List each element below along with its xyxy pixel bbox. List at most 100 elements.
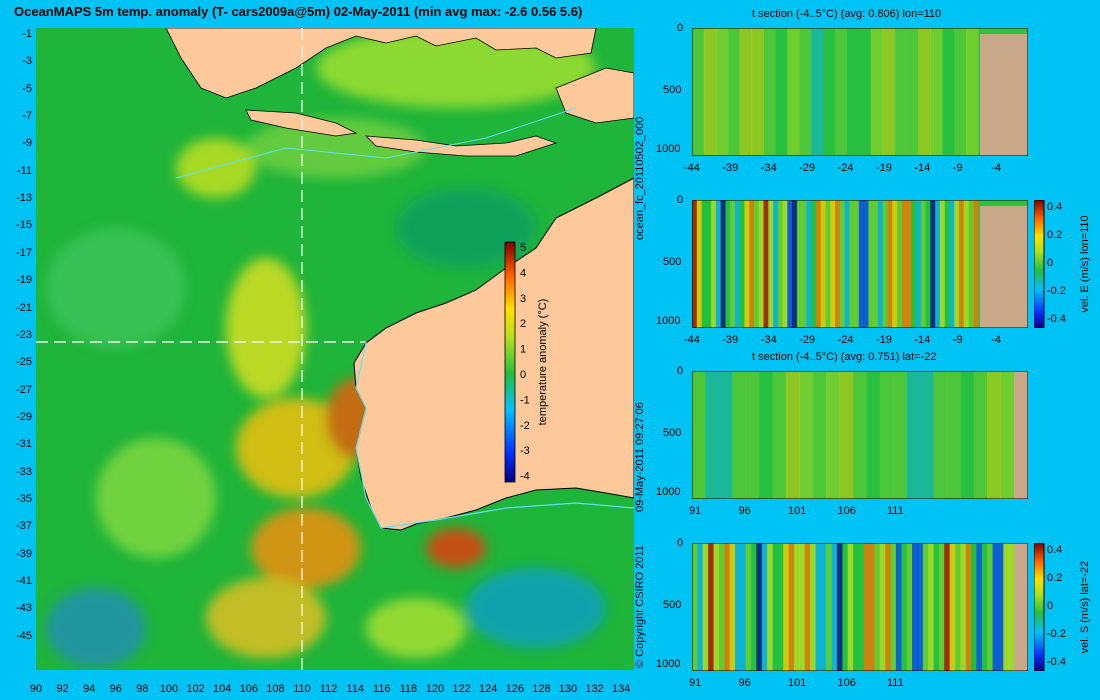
section-stripe [729,543,736,671]
section-stripe [702,543,709,671]
section-stripe [815,543,822,671]
section-stripe [796,200,803,328]
lon-tick-label: 100 [159,683,179,695]
lon-tick-label: 96 [109,683,122,695]
section-stripe [740,543,747,671]
colorbar-tick-label: -3 [520,445,530,457]
section-stripe [854,200,860,328]
section-stripe [928,543,934,671]
sulawesi-land [555,67,634,124]
section-stripe [787,28,800,156]
section-stripe [933,371,948,499]
lat-tick-label: -41 [16,575,32,587]
panel-x-tick: -24 [837,334,854,346]
section-stripe [745,543,752,671]
velocity-colorbar-tick: -0.2 [1047,285,1066,297]
panel-x-tick: -19 [876,334,892,346]
section-stripe [906,28,919,156]
section-stripe [692,371,706,499]
section-stripe [920,200,927,328]
section-stripe [792,200,798,328]
section-stripe [768,200,774,328]
section-land [980,206,1028,328]
lon-tick-label: 126 [505,683,524,695]
section-stripe [705,371,720,499]
section-stripe [944,200,950,328]
section-stripe [734,543,741,671]
section-stripe [863,200,869,328]
velocity-colorbar-tick: 0 [1047,257,1053,269]
panel-x-tick: -4 [991,162,1001,174]
section-stripe [692,28,705,156]
section-stripe [749,200,755,328]
bathymetry-contour [355,342,634,529]
section-stripe [942,28,955,156]
section-stripe [775,28,788,156]
section-stripe [930,28,943,156]
section-stripe [960,371,975,499]
panel-x-tick: 96 [738,505,751,517]
velocity-colorbar: 0.4 0.2 0 -0.2 -0.4 vel. E (m/s) lon=110 [1034,200,1091,328]
velocity-colorbar-label: vel. S (m/s) lat=-22 [1079,561,1091,654]
lat-tick-label: -35 [16,492,32,505]
section-stripe [901,543,908,671]
panel-x-tick: -19 [876,162,892,174]
lon-tick-label: 98 [136,683,149,695]
section-stripe [844,200,850,328]
lon-tick-label: 106 [239,683,258,695]
section-panel [692,28,1028,156]
section-stripe [976,543,983,671]
panel-x-tick: -44 [684,334,700,346]
lon-tick-label: 132 [585,683,604,695]
panel-x-tick: -34 [760,334,777,346]
section-stripe [925,200,931,328]
lat-tick-label: -29 [16,410,32,423]
section-stripe [787,200,793,328]
section-stripe [730,200,736,328]
panel-x-tick: -29 [799,162,816,174]
section-stripe [920,371,934,499]
panel-y-tick: 500 [663,256,682,268]
section-stripe [869,543,875,671]
section-stripe [839,371,854,499]
section-stripe [971,543,977,671]
section-stripe [718,543,725,671]
panel-y-tick: 1000 [656,315,681,327]
section-land [1014,371,1028,499]
panel-y-tick: 1000 [656,658,681,670]
section-stripe [939,200,946,328]
section-stripe [763,28,776,156]
panel-x-tick: -9 [952,162,963,174]
section-stripe [892,200,898,328]
section-stripe [692,200,698,328]
panel-y-tick: 1000 [656,486,681,498]
section-stripe [877,200,884,328]
colorbar-tick-label: 3 [520,293,526,305]
temperature-colorbar [504,241,516,483]
lesser-sunda-islands [364,135,558,157]
section-stripe [954,200,960,328]
section-stripe [734,200,741,328]
sumatra-borneo-land [165,28,597,99]
section-stripe [826,371,841,499]
section-stripe [756,543,763,671]
section-stripe [706,200,712,328]
section-stripe [835,28,848,156]
section-panel [692,200,1028,328]
lon-tick-label: 94 [83,683,96,695]
colorbar-tick-label: -4 [520,471,530,483]
colorbar-tick-label: 0 [520,369,526,381]
section-stripe [820,200,826,328]
panel-x-tick: -39 [722,162,739,174]
section-stripe [759,371,773,499]
section-stripe [810,543,816,671]
velocity-colorbar-tick: 0.4 [1047,201,1062,213]
section-stripe [724,543,731,671]
lon-tick-label: 92 [56,683,69,695]
panel-y-tick: 500 [663,427,682,439]
temperature-anomaly-map: 5 4 3 2 1 0 -1 -2 -3 -4 temperature anomaly (°C) [36,28,634,670]
section-stripe [782,200,788,328]
lon-tick-label: 128 [532,683,551,695]
section-stripe [806,200,812,328]
panel-title: t section (-4..5°C) (avg: 0.806) lon=110 [752,8,942,20]
